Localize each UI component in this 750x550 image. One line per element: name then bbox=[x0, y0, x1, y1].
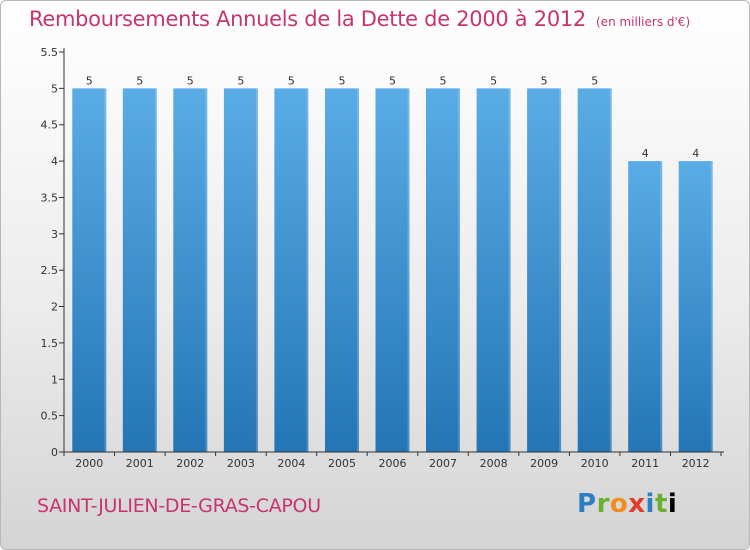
bar-2005 bbox=[325, 88, 359, 453]
data-label: 4 bbox=[642, 147, 649, 160]
title-row: Remboursements Annuels de la Dette de 20… bbox=[29, 7, 690, 31]
logo-letter: i bbox=[667, 489, 678, 519]
x-tick-label: 2000 bbox=[75, 457, 103, 470]
y-tick-label: 4.5 bbox=[41, 119, 59, 132]
bar-highlight bbox=[710, 161, 713, 452]
x-tick-label: 2007 bbox=[429, 457, 457, 470]
bar-2000 bbox=[72, 88, 107, 453]
bar-2007 bbox=[426, 88, 460, 453]
x-tick-label: 2006 bbox=[379, 457, 407, 470]
bar-highlight bbox=[154, 88, 157, 453]
logo-letter: i bbox=[645, 489, 655, 519]
bar-highlight bbox=[357, 88, 359, 453]
y-tick-label: 4 bbox=[51, 155, 58, 168]
bar-highlight bbox=[306, 88, 309, 453]
bar-2003 bbox=[223, 88, 258, 453]
x-tick-label: 2002 bbox=[176, 457, 204, 470]
data-label: 5 bbox=[490, 74, 497, 87]
logo-letter: x bbox=[628, 489, 646, 519]
data-label: 5 bbox=[389, 74, 396, 87]
x-tick-label: 2012 bbox=[682, 457, 710, 470]
y-tick-label: 3.5 bbox=[41, 192, 59, 205]
data-label: 5 bbox=[136, 74, 143, 87]
x-tick-label: 2003 bbox=[227, 457, 255, 470]
bar-highlight bbox=[104, 88, 107, 453]
bar-2006 bbox=[375, 88, 410, 453]
chart-title: Remboursements Annuels de la Dette de 20… bbox=[29, 7, 586, 31]
data-label: 5 bbox=[187, 74, 194, 87]
x-tick-label: 2010 bbox=[581, 457, 609, 470]
bars-group: 5 5 5 5 5 5 5 5 5 5 5 4 4 bbox=[72, 74, 713, 453]
data-label: 5 bbox=[541, 74, 548, 87]
logo-letter: o bbox=[609, 489, 629, 519]
bar-2001 bbox=[122, 88, 157, 453]
y-tick-label: 1.5 bbox=[41, 337, 59, 350]
x-tick-label: 2008 bbox=[480, 457, 508, 470]
data-label: 5 bbox=[591, 74, 598, 87]
y-tick-label: 3 bbox=[51, 228, 58, 241]
bar-2012 bbox=[678, 161, 713, 452]
bar-2010 bbox=[577, 88, 612, 453]
data-label: 4 bbox=[692, 147, 699, 160]
y-tick-label: 5 bbox=[51, 82, 58, 95]
logo-letter: t bbox=[654, 489, 668, 519]
logo-letter: P bbox=[577, 489, 597, 519]
y-tick-label: 0.5 bbox=[41, 410, 59, 423]
data-label: 5 bbox=[288, 74, 295, 87]
x-tick-label: 2009 bbox=[530, 457, 558, 470]
bar-highlight bbox=[609, 88, 612, 453]
bar-highlight bbox=[255, 88, 258, 453]
data-label: 5 bbox=[440, 74, 447, 87]
commune-name: SAINT-JULIEN-DE-GRAS-CAPOU bbox=[37, 495, 321, 517]
x-tick-label: 2011 bbox=[631, 457, 659, 470]
y-tick-label: 1 bbox=[51, 373, 58, 386]
bar-2004 bbox=[274, 88, 309, 453]
bar-2008 bbox=[476, 88, 511, 453]
bar-highlight bbox=[407, 88, 410, 453]
y-tick-label: 0 bbox=[51, 446, 58, 459]
bar-2011 bbox=[628, 161, 663, 452]
bar-highlight bbox=[458, 88, 460, 453]
proxiti-logo[interactable]: Proxiti bbox=[577, 489, 677, 519]
x-tick-label: 2001 bbox=[126, 457, 154, 470]
axes-group: 2000 2001 2002 2003 2004 2005 2006 2007 2008 2009… bbox=[41, 46, 724, 470]
bar-2009 bbox=[527, 88, 562, 453]
y-tick-label: 2 bbox=[51, 301, 58, 314]
bar-2002 bbox=[173, 88, 208, 453]
bar-highlight bbox=[660, 161, 663, 452]
x-tick-label: 2005 bbox=[328, 457, 356, 470]
data-label: 5 bbox=[339, 74, 346, 87]
y-tick-label: 5.5 bbox=[41, 46, 59, 59]
chart-unit: (en milliers d'€) bbox=[596, 15, 691, 29]
bar-highlight bbox=[508, 88, 511, 453]
bar-highlight bbox=[205, 88, 208, 453]
data-label: 5 bbox=[237, 74, 244, 87]
logo-letter: r bbox=[596, 489, 610, 519]
bar-highlight bbox=[559, 88, 562, 453]
x-tick-label: 2004 bbox=[277, 457, 305, 470]
data-label: 5 bbox=[86, 74, 93, 87]
y-tick-label: 2.5 bbox=[41, 264, 59, 277]
